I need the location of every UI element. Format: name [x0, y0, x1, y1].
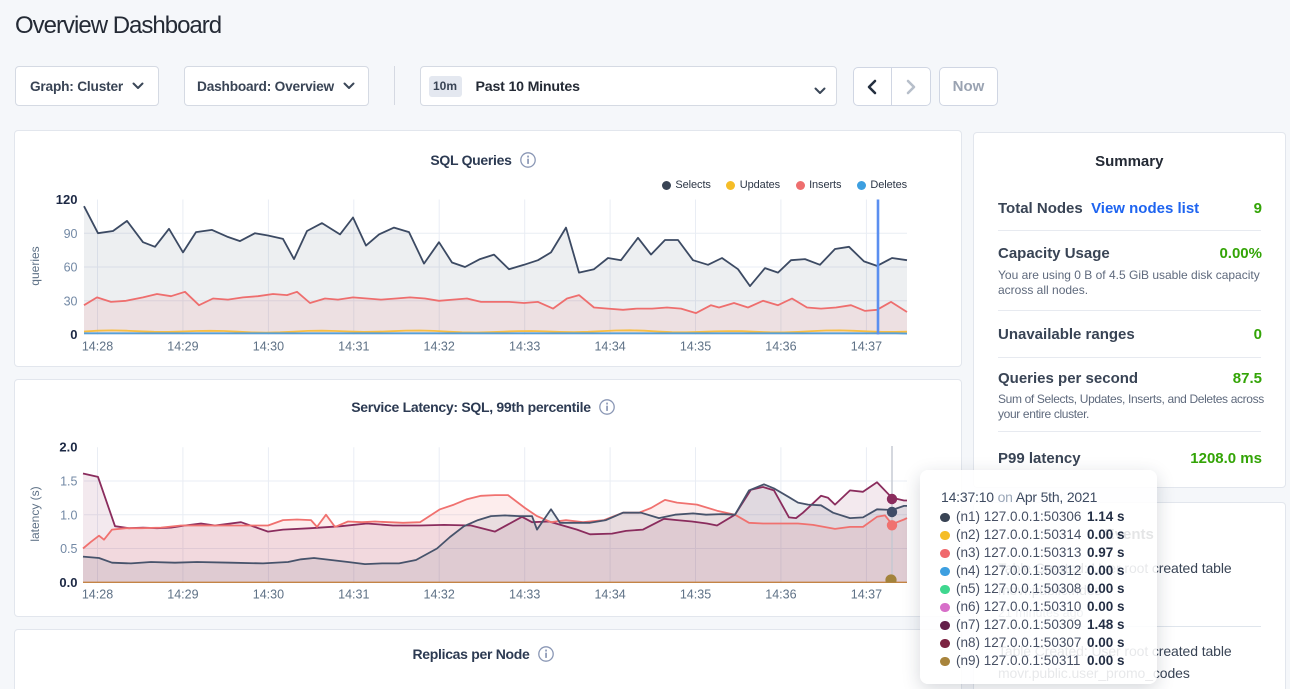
svg-text:120: 120: [56, 192, 78, 207]
svg-text:30: 30: [64, 294, 78, 308]
svg-text:14:37: 14:37: [851, 340, 882, 354]
svg-text:14:36: 14:36: [765, 340, 796, 354]
svg-text:14:30: 14:30: [253, 587, 284, 601]
svg-text:latency (s): latency (s): [28, 486, 42, 541]
svg-text:14:29: 14:29: [167, 587, 198, 601]
svg-text:2.0: 2.0: [59, 440, 77, 455]
svg-text:0: 0: [70, 327, 77, 342]
svg-text:1.0: 1.0: [60, 508, 77, 522]
svg-text:14:34: 14:34: [594, 340, 625, 354]
svg-text:14:35: 14:35: [680, 587, 711, 601]
svg-text:14:37: 14:37: [851, 587, 882, 601]
svg-text:14:31: 14:31: [338, 340, 369, 354]
svg-text:0.0: 0.0: [59, 575, 77, 590]
svg-text:14:32: 14:32: [424, 340, 455, 354]
svg-text:14:31: 14:31: [338, 587, 369, 601]
svg-text:0.5: 0.5: [60, 542, 77, 556]
svg-text:14:33: 14:33: [509, 340, 540, 354]
svg-text:60: 60: [64, 261, 78, 275]
svg-text:14:28: 14:28: [82, 340, 113, 354]
svg-text:14:36: 14:36: [765, 587, 796, 601]
svg-text:14:33: 14:33: [509, 587, 540, 601]
svg-text:14:35: 14:35: [680, 340, 711, 354]
svg-text:14:29: 14:29: [167, 340, 198, 354]
svg-text:14:34: 14:34: [594, 587, 625, 601]
svg-text:queries: queries: [28, 246, 42, 285]
svg-text:14:28: 14:28: [82, 587, 113, 601]
svg-text:14:30: 14:30: [253, 340, 284, 354]
svg-text:90: 90: [64, 227, 78, 241]
svg-text:1.5: 1.5: [60, 474, 77, 488]
svg-text:14:32: 14:32: [424, 587, 455, 601]
